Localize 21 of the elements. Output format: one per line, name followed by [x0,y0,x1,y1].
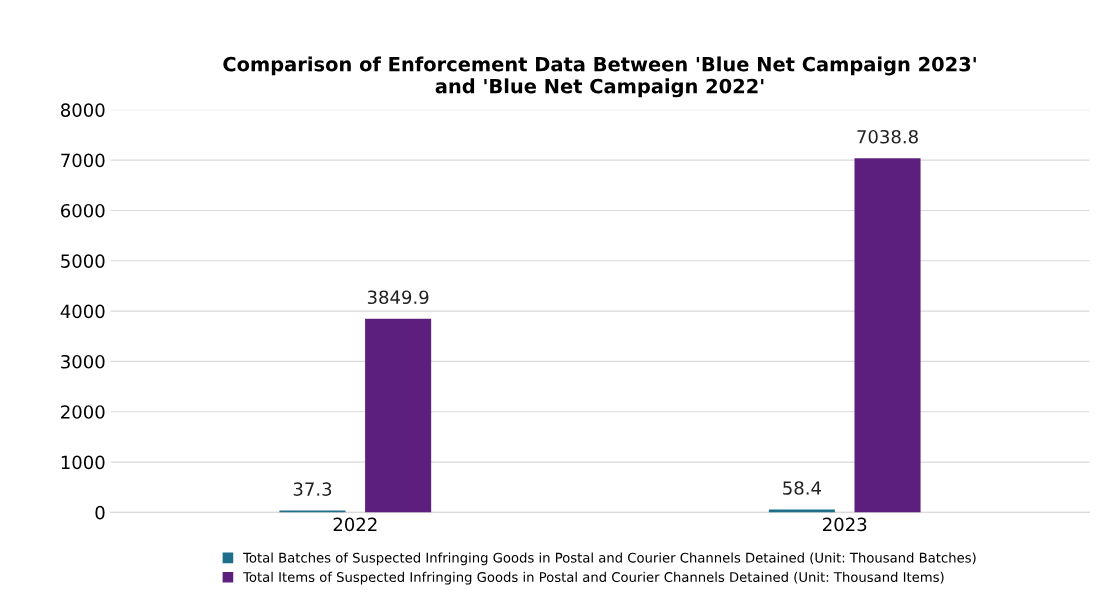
y-tick-label: 8000 [61,103,105,117]
data-label: 3849.9 [367,290,429,305]
y-tick-label: 6000 [61,203,105,218]
bar [365,318,432,513]
y-tick-label: 7000 [61,153,105,168]
legend-label: Total Items of Suspected Infringing Goods in Postal and Courier Channels Detained (Unit: Thousand Items) [243,571,944,585]
y-tick-label: 5000 [61,254,105,268]
legend-label: Total Batches of Suspected Infringing Goods in Postal and Courier Channels Detained (Unit: Thousand Batches) [243,552,976,566]
data-label: 37.3 [293,482,332,496]
y-tick-label: 0 [95,505,105,520]
bar [854,158,921,513]
x-tick-label: 2022 [333,517,377,532]
data-label: 7038.8 [857,129,918,144]
y-tick-label: 1000 [61,455,105,470]
y-tick-label: 4000 [60,304,105,319]
x-tick-label: 2023 [823,517,867,532]
chart-title: Comparison of Enforcement Data Between 'Blue Net Campaign 2023' and 'Blue Net Campaign 2022' [223,56,976,98]
bar [768,509,835,513]
data-label: 58.4 [783,481,821,495]
y-tick-label: 2000 [61,405,105,419]
y-tick-label: 3000 [61,354,105,369]
